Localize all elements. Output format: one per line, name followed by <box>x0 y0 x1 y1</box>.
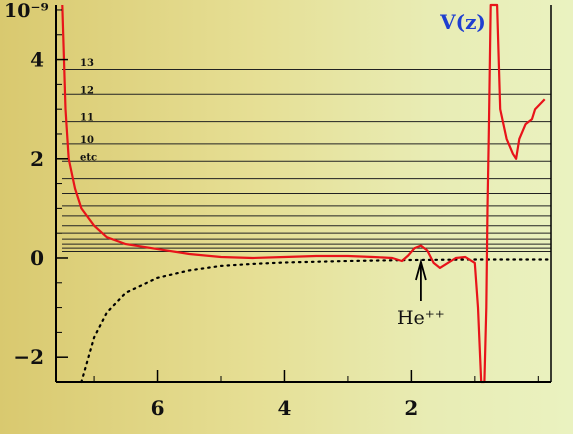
dotted-curve-group <box>80 258 553 384</box>
axes: 4 2 0 −2 6 4 2 <box>13 5 552 420</box>
annotation-arrow-head <box>415 258 427 281</box>
chart-title: V(z) <box>439 10 486 34</box>
level-label: 10 <box>80 135 94 146</box>
level-label: 11 <box>80 113 94 124</box>
he-annotation-label: He⁺⁺ <box>397 307 445 329</box>
x-tick-label: 2 <box>404 396 418 420</box>
x-tick-label: 6 <box>151 396 165 420</box>
x-tick-label: 4 <box>278 396 292 420</box>
potential-curve <box>61 3 546 384</box>
level-label: 13 <box>80 58 94 69</box>
level-label: 12 <box>80 85 94 96</box>
energy-levels: 13 12 11 10 etc <box>62 58 551 253</box>
y-exponent-label: 10⁻⁹ <box>4 0 49 22</box>
y-tick-label: −2 <box>13 345 44 369</box>
y-tick-label: 4 <box>30 48 44 72</box>
y-tick-label: 2 <box>30 147 44 171</box>
potential-curve-group <box>61 3 546 384</box>
dotted-curve <box>80 258 553 384</box>
y-tick-label: 0 <box>30 246 44 270</box>
labels: V(z) 10⁻⁹ He⁺⁺ <box>4 0 486 329</box>
level-label: etc <box>80 152 97 163</box>
